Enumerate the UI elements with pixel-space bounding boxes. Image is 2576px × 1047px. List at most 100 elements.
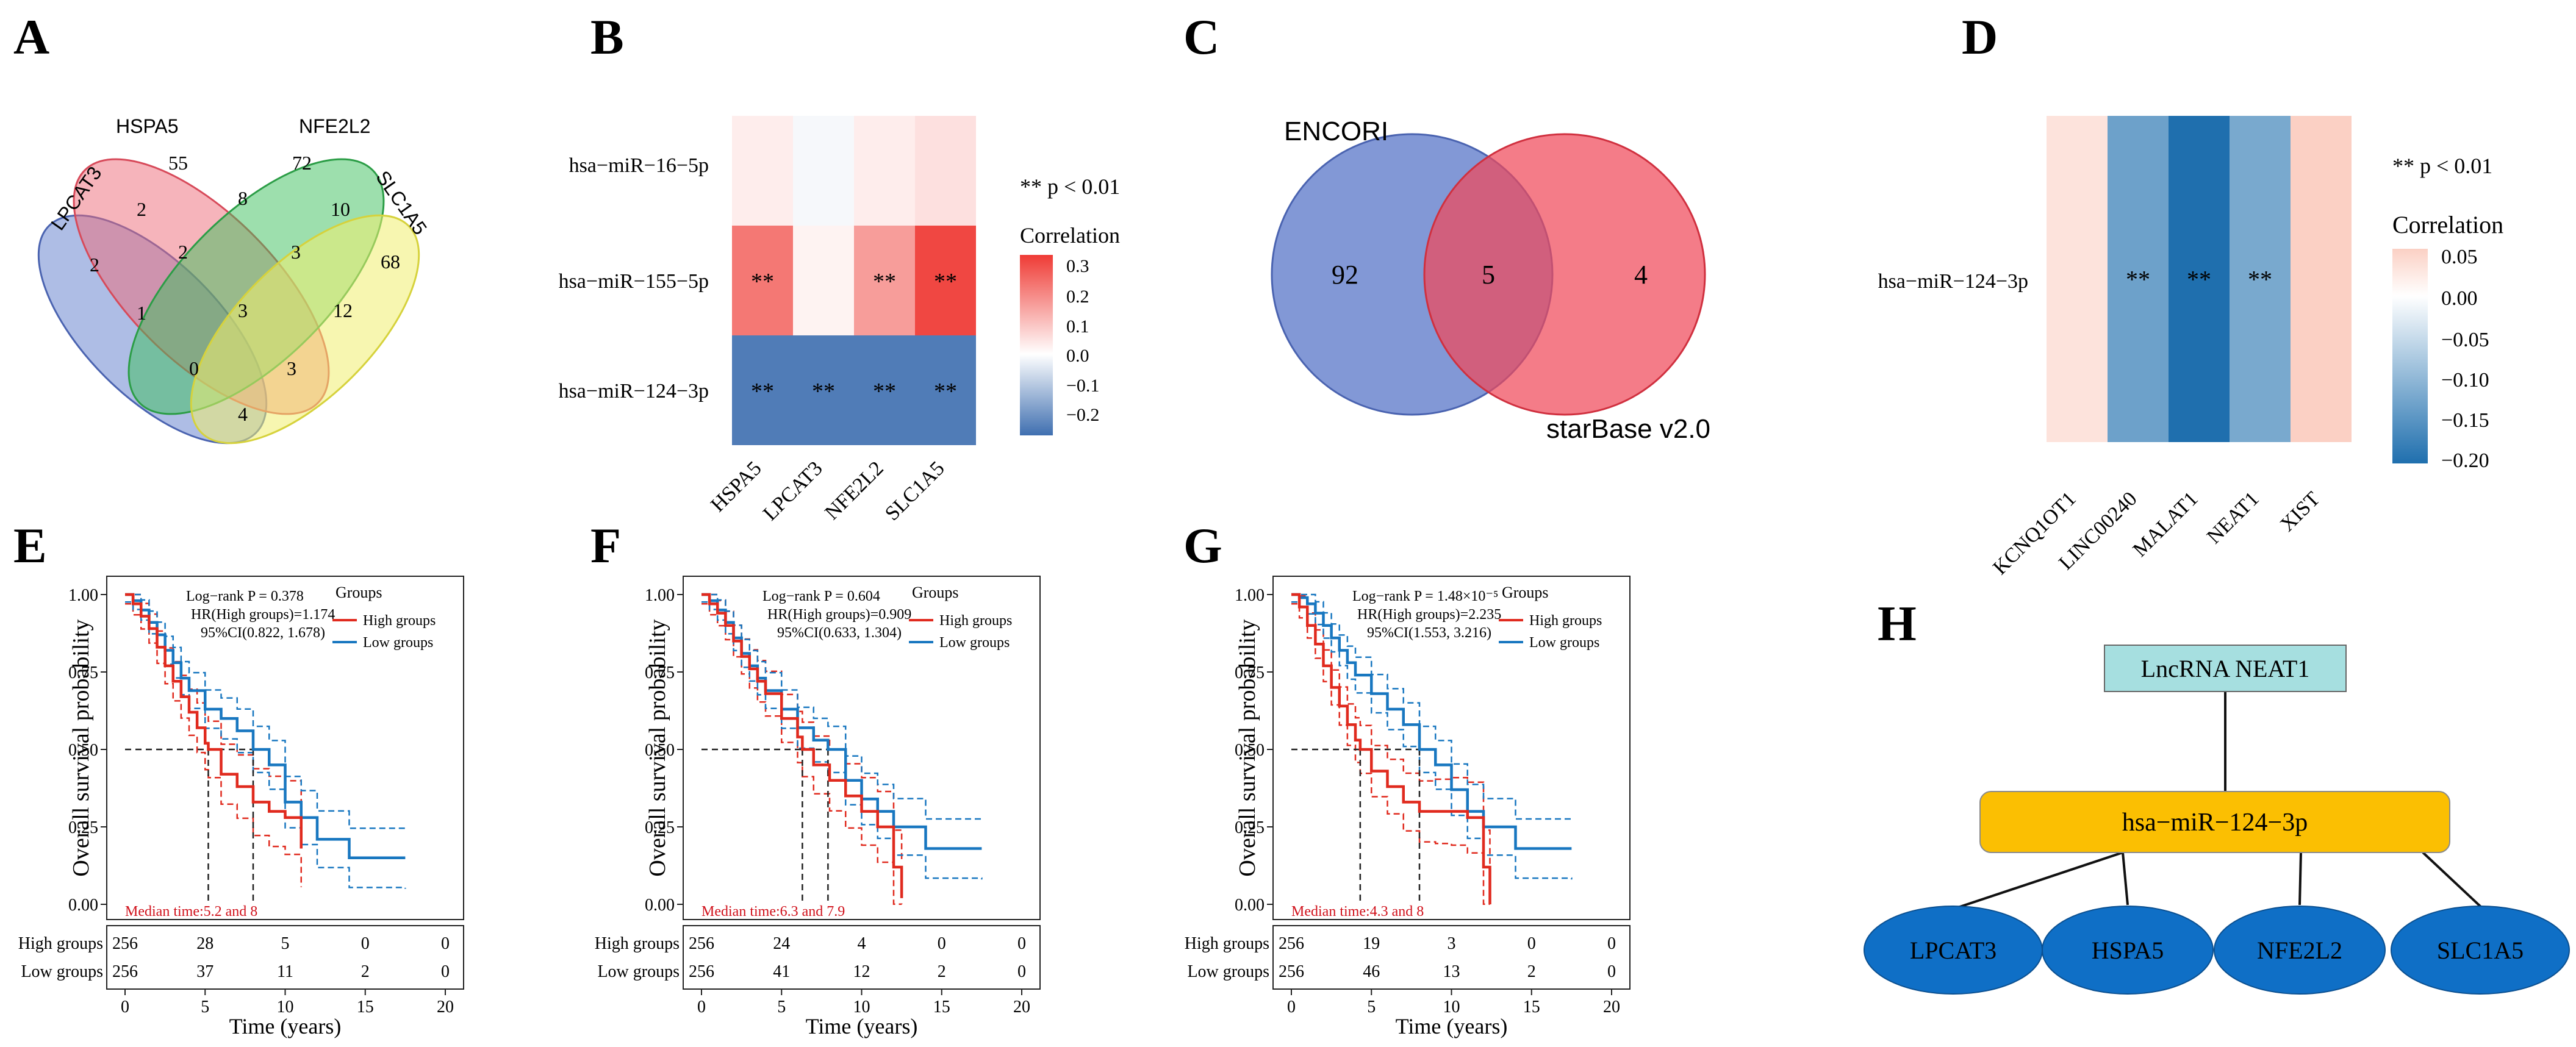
km-y-tick-label: 0.25 (68, 818, 98, 837)
km-y-tick-label: 0.50 (68, 741, 98, 760)
km-median-text: Median time:5.2 and 8 (125, 904, 257, 920)
heatmap-d-cell (2291, 116, 2352, 442)
heatmap-d-legend-tick: −0.10 (2441, 369, 2489, 391)
km-risk-value-low: 256 (112, 962, 138, 981)
km-legend-label-low: Low groups (1529, 635, 1599, 651)
km-y-tick-label: 0.75 (1235, 663, 1265, 682)
km-y-tick-label: 0.25 (1235, 818, 1265, 837)
km-risk-value-high: 3 (1448, 934, 1456, 953)
km-ci-high (1291, 602, 1491, 905)
km-stat-text: HR(High groups)=2.235 (1357, 607, 1501, 623)
km-risk-value-high: 0 (1017, 934, 1026, 953)
km-y-axis-label: Overall survival probability (1235, 619, 1260, 876)
venn-count-lpcat3-hspa5: 2 (137, 198, 146, 220)
km-risk-value-low: 12 (853, 962, 870, 981)
km-y-tick-label: 0.75 (645, 663, 675, 682)
heatmap-d-significance-mark: ** (2126, 266, 2150, 293)
heatmap-b-cell (732, 335, 793, 445)
km-y-tick-label: 0.75 (68, 663, 98, 682)
km-risk-value-low: 0 (1017, 962, 1026, 981)
heatmap-b-legend-tick: −0.1 (1066, 376, 1099, 396)
km-x-tick-label: 15 (357, 998, 374, 1017)
km-curve-low (1291, 593, 1572, 850)
venn-count-encori-only: 92 (1332, 260, 1358, 290)
km-risk-row-label-low: Low groups (1187, 962, 1269, 981)
network-node-mirna-label: hsa−miR−124−3p (2122, 809, 2308, 837)
km-curve-high (1291, 593, 1491, 904)
km-y-tick-label: 0.00 (68, 896, 98, 915)
network-node-target-label: NFE2L2 (2257, 937, 2342, 964)
heatmap-b-row-label: hsa−miR−124−3p (559, 380, 709, 402)
heatmap-d-legend-tick: 0.05 (2441, 246, 2478, 268)
venn-label-nfe2l2: NFE2L2 (299, 115, 370, 137)
km-x-tick-label: 0 (1287, 998, 1296, 1017)
heatmap-lncrna: ** ** ** hsa−miR−124−3p KCNQ1OT1 LINC00240… (1878, 116, 2503, 579)
km-stat-text: 95%CI(0.633, 1.304) (777, 625, 902, 641)
km-y-tick-label: 0.50 (1235, 741, 1265, 760)
panel-label-d: D (1962, 9, 1998, 65)
km-risk-value-high: 19 (1363, 934, 1380, 953)
km-risk-value-low: 37 (196, 962, 213, 981)
heatmap-b-significance-mark: ** (873, 379, 896, 404)
heatmap-d-significance-mark: ** (2187, 266, 2211, 293)
venn-label-encori: ENCORI (1284, 116, 1388, 146)
heatmap-b-legend-tick: 0.0 (1066, 346, 1089, 366)
km-y-axis-label: Overall survival probability (645, 619, 670, 876)
km-y-tick-label: 0.50 (645, 741, 675, 760)
km-plot-frame (106, 576, 464, 920)
km-x-tick-label: 15 (933, 998, 950, 1017)
venn-count-nfe2l2-slc1a5: 10 (331, 198, 350, 220)
heatmap-d-row-label: hsa−miR−124−3p (1878, 270, 2028, 293)
heatmap-b-cell (793, 335, 854, 445)
network-node-target (2214, 906, 2386, 995)
km-risk-value-low: 2 (361, 962, 370, 981)
heatmap-mirna-genes: ** ** ** ** ** ** ** hsa−miR−16−5p hsa−miR−155… (559, 116, 1120, 525)
km-legend-title: Groups (335, 584, 382, 601)
heatmap-b-cell (854, 335, 915, 445)
panel-label-f: F (590, 518, 621, 573)
km-stat-text: HR(High groups)=0.909 (767, 607, 911, 623)
network-edge (1957, 851, 2123, 909)
network-node-target-label: HSPA5 (2092, 937, 2164, 964)
heatmap-b-cell (732, 226, 793, 335)
heatmap-b-colorbar (1020, 255, 1053, 435)
heatmap-b-significance-note: ** p < 0.01 (1020, 174, 1120, 199)
venn-label-hspa5: HSPA5 (116, 115, 179, 137)
venn-set-starbase (1423, 133, 1706, 416)
network-edge (2122, 852, 2129, 906)
km-stat-text: 95%CI(0.822, 1.678) (201, 625, 325, 641)
km-x-tick-label: 5 (1367, 998, 1376, 1017)
km-x-tick-label: 10 (853, 998, 870, 1017)
heatmap-d-col-label: XIST (2276, 487, 2325, 536)
venn-count-slc1a5-only: 68 (381, 251, 400, 273)
km-risk-row-label-high: High groups (18, 934, 103, 953)
km-risk-value-low: 0 (441, 962, 450, 981)
km-risk-value-low: 11 (277, 962, 293, 981)
heatmap-d-cell (2169, 116, 2230, 442)
km-x-tick-label: 20 (1013, 998, 1030, 1017)
km-stat-text: Log−rank P = 0.604 (762, 588, 880, 604)
heatmap-b-cell (793, 226, 854, 335)
km-ci-high (125, 602, 302, 887)
heatmap-d-cell (2230, 116, 2291, 442)
venn-count-shared: 5 (1482, 260, 1495, 290)
km-risk-value-high: 256 (112, 934, 138, 953)
km-y-tick-label: 0.00 (645, 896, 675, 915)
heatmap-b-cell (854, 116, 915, 226)
km-risk-row-label-high: High groups (1185, 934, 1269, 953)
heatmap-d-cell (2047, 116, 2108, 442)
km-plot-frame (1272, 576, 1631, 920)
km-risk-value-high: 5 (281, 934, 290, 953)
heatmap-b-cell (732, 116, 793, 226)
heatmap-b-legend-tick: −0.2 (1066, 405, 1099, 425)
km-legend-label-high: High groups (1529, 613, 1602, 629)
km-x-tick-label: 5 (777, 998, 786, 1017)
heatmap-b-col-label: SLC1A5 (881, 457, 949, 525)
km-stat-text: HR(High groups)=1.174 (191, 607, 335, 623)
heatmap-b-significance-mark: ** (934, 269, 957, 295)
km-plot-g: 1.00 0.75 0.50 0.25 0.00 Overall survival pro… (1185, 576, 1631, 1038)
network-edge (2298, 852, 2302, 906)
km-plot-e: 1.00 0.75 0.50 0.25 0.00 Overall survival pro… (18, 576, 464, 1038)
panel-label-b: B (590, 9, 624, 65)
heatmap-b-cell (915, 335, 976, 445)
